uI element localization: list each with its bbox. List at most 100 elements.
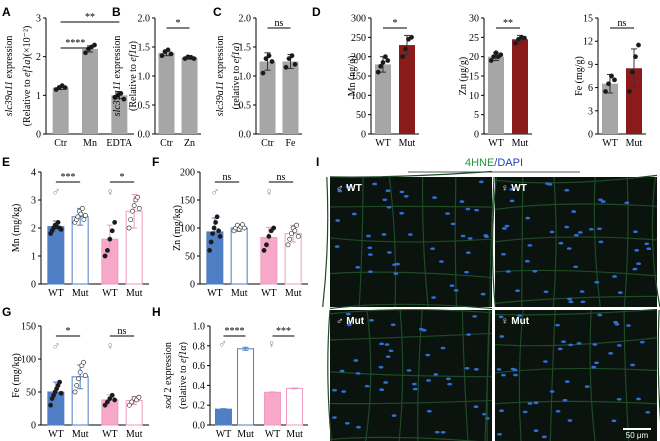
nucleus xyxy=(598,240,604,244)
x-tick-label: Mut xyxy=(285,288,302,299)
x-tick-label: Mut xyxy=(626,138,643,149)
y-axis-subtitle-part: ) xyxy=(128,41,139,44)
nucleus xyxy=(566,247,572,250)
nucleus xyxy=(501,252,506,256)
data-point xyxy=(269,59,275,64)
y-tick-label: 6 xyxy=(588,83,593,94)
bar xyxy=(259,61,276,134)
x-tick-label: WT xyxy=(488,138,504,149)
nucleus xyxy=(630,363,635,367)
y-tick-label: 0.4 xyxy=(193,381,206,392)
data-point xyxy=(102,253,108,259)
nucleus xyxy=(639,340,645,344)
fiber-boundary xyxy=(329,303,493,310)
scale-bar-label: 50 μm xyxy=(626,431,649,440)
y-tick-label: 15 xyxy=(469,72,479,83)
fiber-boundary xyxy=(491,176,498,308)
y-tick-label: 12 xyxy=(583,37,593,48)
nucleus xyxy=(555,323,560,327)
y-tick-label: 2.0 xyxy=(138,14,151,25)
nucleus xyxy=(616,344,622,347)
panel-letter: E xyxy=(2,155,10,169)
nucleus xyxy=(634,249,640,252)
nucleus xyxy=(430,247,436,250)
panel-letter: B xyxy=(112,5,121,19)
fiber-boundary xyxy=(329,309,493,315)
data-point xyxy=(136,205,142,211)
nucleus xyxy=(440,430,446,434)
fiber-boundary xyxy=(623,309,630,441)
y-axis-subtitle-part: (Relative to xyxy=(128,62,139,111)
data-point xyxy=(168,51,174,57)
nucleus xyxy=(624,201,630,205)
data-point xyxy=(58,226,64,232)
y-axis-title: slc39a11 expression xyxy=(215,36,226,117)
y-tick-label: 0 xyxy=(588,130,593,141)
y-axis-title: Mn (mg/kg) xyxy=(11,204,22,253)
data-point xyxy=(75,214,81,220)
nucleus xyxy=(406,369,412,372)
panel-d2: 0 5 10 15 20 25 30 Zn (μg/g) WT Mut ** xyxy=(458,14,532,149)
nucleus xyxy=(573,233,579,237)
x-tick-label: WT xyxy=(261,288,277,299)
nucleus xyxy=(484,235,489,238)
nucleus xyxy=(636,397,641,401)
y-tick-label: 1.0 xyxy=(193,322,206,333)
y-tick-label: 100 xyxy=(21,355,36,366)
significance-label: * xyxy=(66,326,71,337)
fiber-boundary xyxy=(494,203,658,211)
nucleus xyxy=(598,198,603,202)
stain-label-4hne: 4HNE xyxy=(465,157,494,169)
data-point xyxy=(213,219,218,225)
nucleus xyxy=(432,196,437,199)
data-point xyxy=(606,81,611,87)
x-tick-label: WT xyxy=(265,429,281,440)
fiber-boundary xyxy=(494,308,658,316)
nucleus xyxy=(345,312,351,316)
data-point xyxy=(283,64,289,70)
y-axis-subtitle-part: )(×10⁻²) xyxy=(22,26,33,60)
nucleus xyxy=(626,324,631,327)
nucleus xyxy=(346,323,352,327)
nucleus xyxy=(403,194,409,198)
nucleus xyxy=(501,373,506,377)
y-axis-title: sod 2 expression xyxy=(163,342,174,409)
nucleus xyxy=(439,260,444,263)
nucleus xyxy=(592,343,598,346)
nucleus xyxy=(464,366,470,370)
x-tick-label: Zn xyxy=(184,138,195,149)
nucleus xyxy=(334,245,340,248)
data-point xyxy=(403,46,408,52)
data-point xyxy=(264,242,269,248)
y-tick-label: 200 xyxy=(351,52,366,63)
x-tick-label: Fe xyxy=(286,138,297,149)
nucleus xyxy=(543,360,548,363)
bar xyxy=(286,387,304,426)
nucleus xyxy=(557,347,563,351)
nucleus xyxy=(517,314,522,317)
nucleus xyxy=(525,216,531,220)
fiber-boundary xyxy=(489,176,495,308)
nucleus xyxy=(391,414,397,417)
panel-d3: 0 3 6 9 12 15 Fe (mg/g) WT Mut ns xyxy=(574,14,646,149)
fiber-boundary xyxy=(549,309,556,441)
panel-letter: C xyxy=(213,5,222,19)
nucleus xyxy=(392,263,398,266)
nucleus xyxy=(614,322,620,326)
nucleus xyxy=(385,189,391,193)
micrograph-label: ♀ WT xyxy=(501,183,527,194)
bar xyxy=(237,348,255,426)
fiber-boundary xyxy=(329,205,493,208)
nucleus xyxy=(573,265,579,269)
data-point xyxy=(78,211,84,217)
nucleus xyxy=(355,372,361,375)
data-point xyxy=(107,236,113,242)
y-axis-title-part: sod xyxy=(163,394,174,409)
y-tick-label: 300 xyxy=(351,14,366,25)
data-point xyxy=(609,73,614,79)
bar xyxy=(158,52,175,134)
fiber-boundary xyxy=(388,176,397,308)
y-tick-label: 50 xyxy=(26,388,36,399)
nucleus xyxy=(351,212,357,216)
x-tick-label: Mut xyxy=(286,429,303,440)
